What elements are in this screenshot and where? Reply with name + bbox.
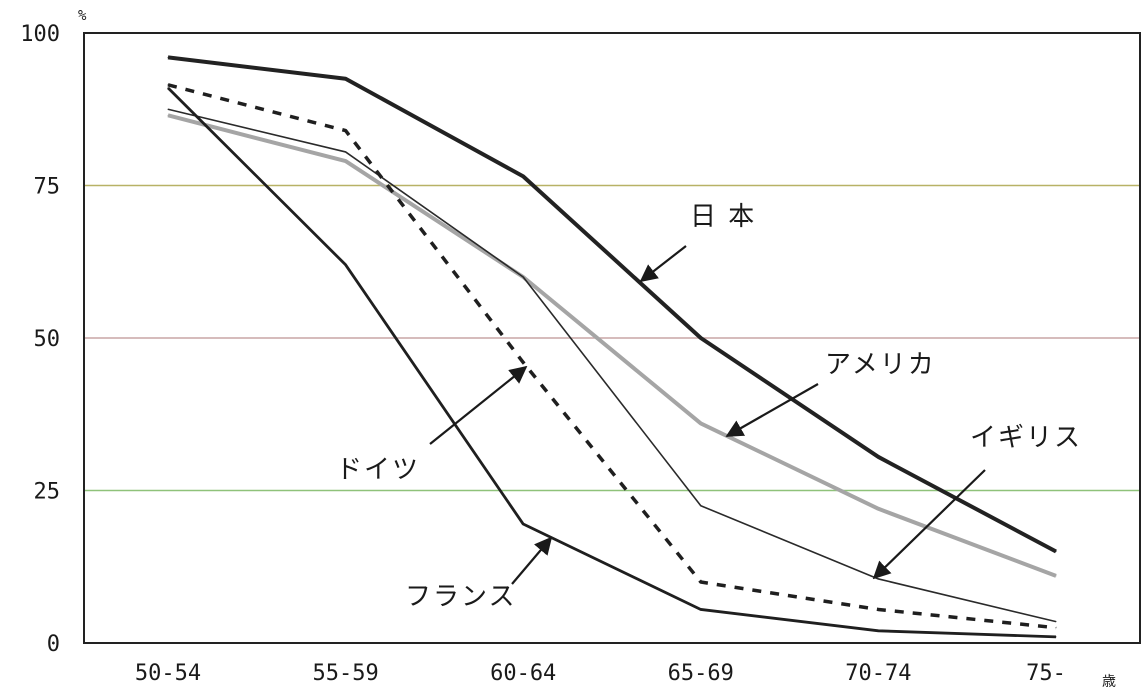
data-point: [522, 175, 524, 177]
x-tick-label: 55-59: [312, 661, 378, 686]
series-annotation-label: イギリス: [970, 423, 1082, 453]
data-point: [345, 151, 347, 153]
annotation-arrow: [429, 365, 528, 445]
annotation-arrow: [639, 245, 687, 283]
data-point: [877, 578, 879, 580]
data-point: [877, 608, 879, 610]
data-point: [700, 581, 702, 583]
x-unit-label: 歳: [1102, 674, 1116, 690]
series-line: [167, 108, 1057, 623]
data-point: [522, 361, 524, 363]
series-lines: [167, 55, 1057, 639]
x-axis-ticks: 50-54 55-59 60-64 65-69 70-74 75-: [135, 661, 1066, 686]
y-tick-label: 25: [34, 480, 61, 505]
series-line: [167, 113, 1057, 578]
y-tick-label: 0: [47, 632, 60, 657]
data-point: [345, 160, 347, 162]
data-point: [1055, 627, 1057, 629]
data-point: [700, 422, 702, 424]
series-annotation-label: フランス: [405, 582, 516, 612]
data-point: [522, 276, 524, 278]
data-point: [1055, 621, 1057, 623]
plot-frame: [83, 32, 1141, 644]
x-tick-label: 70-74: [845, 661, 911, 686]
series-annotation-label: アメリカ: [825, 350, 936, 380]
data-point: [700, 505, 702, 507]
x-tick-label: 50-54: [135, 661, 201, 686]
data-point: [167, 84, 169, 86]
y-axis-ticks: 0 25 50 75 100: [20, 22, 60, 657]
data-point: [167, 114, 169, 116]
x-tick-label: 65-69: [668, 661, 734, 686]
series-annotation-label: 日 本: [690, 202, 756, 232]
data-point: [522, 523, 524, 525]
data-point: [700, 337, 702, 339]
data-point: [345, 78, 347, 80]
data-point: [345, 264, 347, 266]
annotation-arrow: [511, 536, 553, 585]
x-tick-label: 75-: [1026, 661, 1066, 686]
data-point: [1055, 551, 1057, 552]
data-point: [345, 130, 347, 132]
data-point: [167, 87, 169, 89]
annotation-arrow: [872, 469, 986, 580]
y-unit-label: %: [78, 8, 87, 24]
series-line: [167, 86, 1057, 639]
data-point: [1055, 575, 1057, 577]
series-line: [167, 83, 1057, 630]
y-tick-label: 75: [34, 175, 61, 200]
data-point: [877, 508, 879, 510]
x-tick-label: 60-64: [490, 661, 556, 686]
y-tick-label: 50: [34, 327, 61, 352]
annotation-arrow: [725, 383, 819, 437]
data-point: [1055, 636, 1057, 638]
data-point: [877, 630, 879, 632]
annotation-arrows: [429, 245, 986, 585]
y-tick-label: 100: [20, 22, 60, 47]
data-point: [700, 608, 702, 610]
series-annotation-label: ドイツ: [336, 455, 420, 485]
series-line: [167, 55, 1057, 554]
data-point: [167, 56, 169, 58]
data-point: [167, 108, 169, 110]
data-point: [877, 456, 879, 458]
